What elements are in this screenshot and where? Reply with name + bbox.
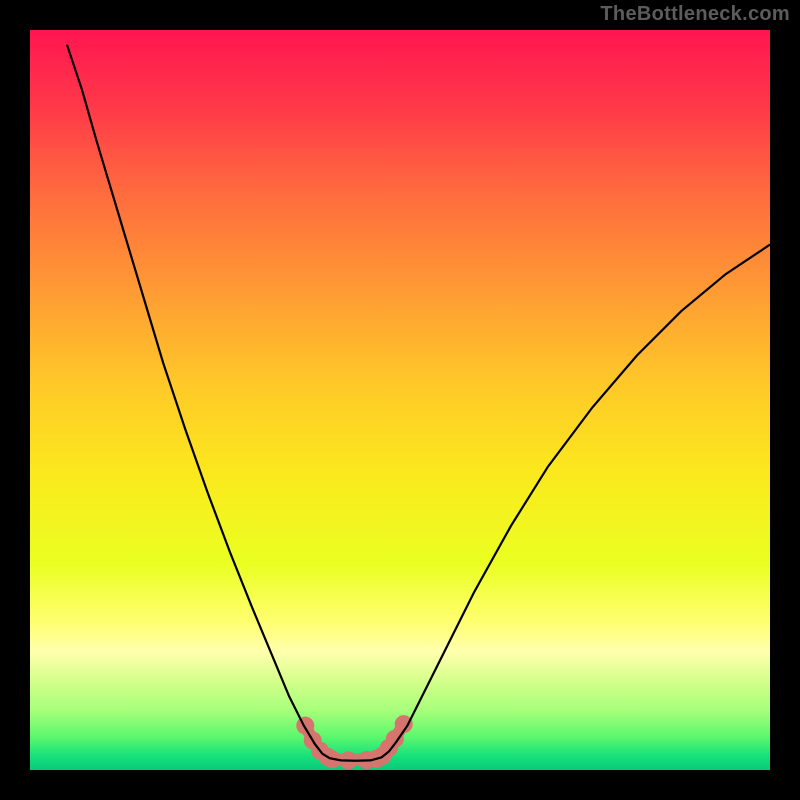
chart-frame: TheBottleneck.com bbox=[0, 0, 800, 800]
plot-region bbox=[30, 30, 770, 770]
watermark-text: TheBottleneck.com bbox=[600, 3, 790, 26]
v-curve bbox=[67, 45, 770, 761]
curve-layer bbox=[30, 30, 770, 770]
